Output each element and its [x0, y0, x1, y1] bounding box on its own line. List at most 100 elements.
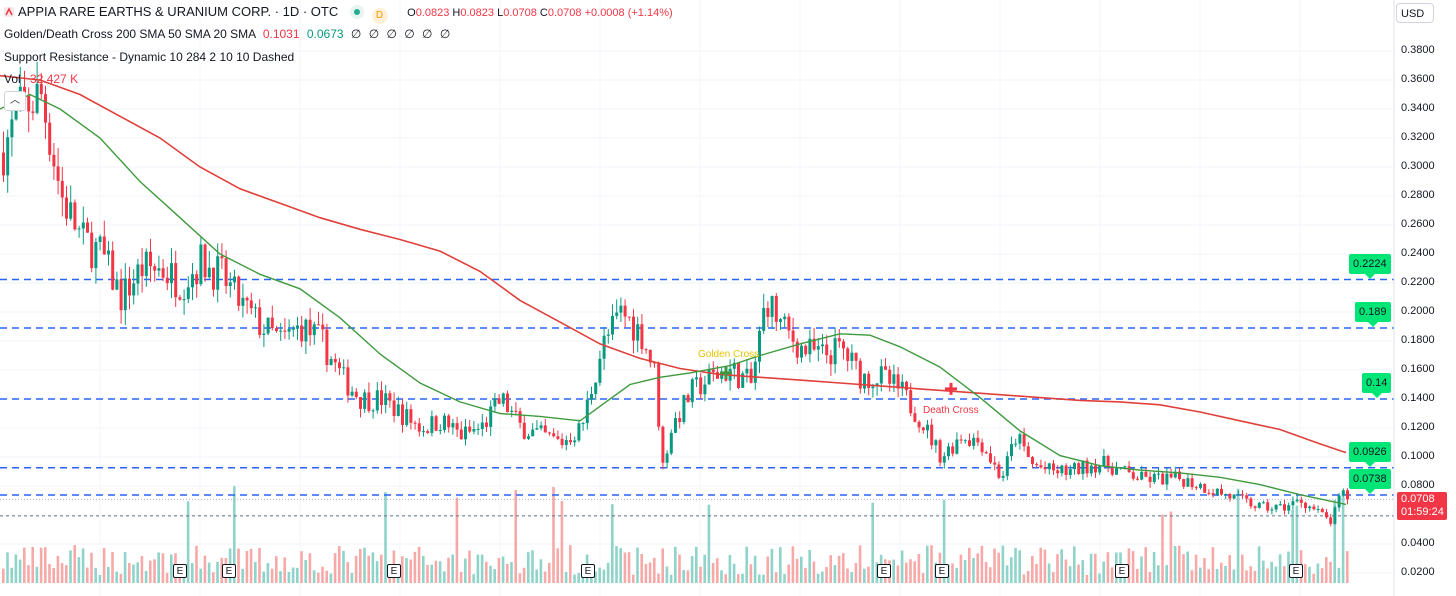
candle-body: [800, 345, 803, 358]
candle-body: [1014, 443, 1018, 445]
candle-body: [329, 358, 333, 365]
volume-legend[interactable]: Vol 32.427 K: [4, 72, 78, 86]
candle-body: [186, 287, 190, 300]
volume-bar: [128, 563, 131, 583]
candle-body: [321, 324, 325, 330]
volume-bar: [875, 562, 879, 583]
golden-death-cross-legend[interactable]: Golden/Death Cross 200 SMA 50 SMA 20 SMA…: [4, 27, 452, 41]
volume-bar: [674, 546, 677, 583]
volume-bar: [346, 562, 349, 583]
volume-bar: [590, 574, 593, 583]
level-badge: 0.189: [1355, 301, 1391, 327]
candle-body: [1169, 473, 1173, 478]
volume-bar: [308, 553, 312, 583]
candle-body: [984, 452, 988, 454]
candle-body: [1085, 460, 1089, 474]
volume-bar: [468, 550, 471, 583]
delayed-data-badge[interactable]: D: [371, 8, 388, 24]
y-tick-label: 0.3600: [1401, 73, 1435, 85]
volume-bar: [678, 554, 681, 583]
candle-body: [94, 242, 98, 269]
volume-bar: [1110, 567, 1114, 583]
symbol-title[interactable]: APPIA RARE EARTHS & URANIUM CORP. · 1D ·…: [18, 4, 339, 19]
candle-body: [686, 395, 690, 403]
candle-body: [896, 374, 900, 389]
volume-bar: [186, 501, 190, 583]
support-resistance-legend[interactable]: Support Resistance - Dynamic 10 284 2 10…: [4, 50, 294, 64]
candle-body: [548, 432, 551, 434]
candle-body: [249, 300, 253, 309]
candle-body: [69, 202, 73, 219]
earnings-marker[interactable]: E: [877, 564, 891, 578]
volume-bar: [871, 502, 874, 583]
earnings-marker[interactable]: E: [222, 564, 236, 578]
volume-bar: [107, 567, 110, 583]
candle-body: [976, 437, 980, 443]
earnings-marker[interactable]: E: [1115, 564, 1129, 578]
candle-body: [858, 360, 862, 389]
volume-bar: [14, 554, 18, 583]
volume-bar: [535, 569, 538, 583]
candle-body: [451, 423, 455, 428]
candle-body: [1010, 444, 1013, 457]
candle-body: [60, 180, 64, 198]
volume-bar: [762, 574, 765, 583]
volume-bar: [191, 563, 194, 583]
volume-bar: [753, 555, 757, 583]
candle-body: [409, 409, 413, 423]
collapse-legend-button[interactable]: ︿: [4, 91, 26, 111]
volume-bar: [35, 566, 39, 583]
volume-bar: [1270, 561, 1273, 583]
candle-body: [753, 361, 757, 383]
symbol-header: APPIA RARE EARTHS & URANIUM CORP. · 1D ·…: [4, 4, 673, 24]
candle-body: [1253, 506, 1257, 508]
volume-bar: [1152, 551, 1156, 583]
candle-body: [1341, 490, 1345, 496]
volume-bar: [23, 547, 26, 583]
volume-bar: [1266, 568, 1269, 583]
volume-bar: [115, 571, 118, 583]
volume-bar: [1287, 551, 1290, 583]
candle-body: [359, 396, 362, 409]
volume-bar: [1182, 554, 1185, 583]
earnings-marker[interactable]: E: [387, 564, 401, 578]
earnings-marker[interactable]: E: [1289, 564, 1303, 578]
candle-body: [690, 379, 694, 403]
earnings-marker[interactable]: E: [581, 564, 595, 578]
candle-body: [543, 425, 547, 433]
volume-bar: [430, 564, 433, 583]
candle-body: [401, 404, 404, 425]
candle-body: [485, 422, 488, 427]
candle-body: [791, 330, 795, 342]
volume-bar: [409, 559, 412, 583]
volume-bar: [707, 504, 711, 583]
level-badge: 0.0738: [1349, 468, 1391, 494]
volume-bar: [1144, 547, 1147, 583]
volume-bar: [144, 570, 148, 583]
candle-body: [795, 341, 799, 358]
volume-bar: [501, 556, 505, 583]
candle-body: [661, 426, 665, 463]
candle-body: [1304, 502, 1307, 509]
volume-bar: [1278, 554, 1282, 583]
candle-body: [879, 366, 883, 384]
volume-bar: [165, 572, 169, 583]
volume-bar: [909, 559, 912, 583]
currency-selector[interactable]: USD: [1396, 3, 1434, 23]
moving-averages: [0, 74, 1347, 506]
candle-body: [220, 256, 224, 259]
candle-body: [573, 440, 577, 443]
volume-bar: [1346, 551, 1349, 583]
earnings-marker[interactable]: E: [935, 564, 949, 578]
volume-bar: [539, 559, 543, 583]
market-status-icon[interactable]: [349, 5, 364, 19]
volume-bar: [1123, 574, 1126, 583]
volume-bar: [703, 554, 706, 583]
volume-bar: [1131, 551, 1135, 583]
volume-bar: [472, 574, 475, 583]
earnings-marker[interactable]: E: [173, 564, 187, 578]
volume-bar: [363, 547, 366, 583]
level-badge: 0.0926: [1349, 441, 1391, 467]
volume-bar: [279, 571, 282, 583]
